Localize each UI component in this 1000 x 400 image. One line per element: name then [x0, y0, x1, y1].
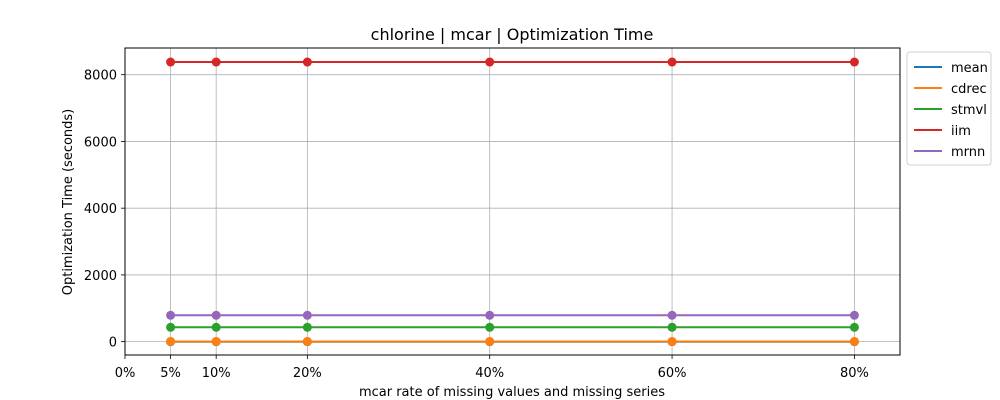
x-tick-label: 10%	[202, 366, 231, 381]
y-tick-label: 4000	[84, 202, 117, 217]
plot-frame	[124, 47, 901, 356]
legend: mean cdrec stmvl iim mrnn	[906, 51, 992, 166]
legend-entry-mrnn: mrnn	[914, 145, 985, 160]
legend-entry-cdrec: cdrec	[914, 82, 987, 97]
data-point-iim	[667, 57, 677, 67]
x-axis-label: mcar rate of missing values and missing …	[359, 385, 665, 400]
data-point-stmvl	[849, 322, 859, 332]
legend-entry-iim: iim	[914, 124, 971, 139]
grid	[124, 48, 900, 355]
data-point-mrnn	[302, 310, 312, 320]
x-tick-label: 80%	[840, 366, 869, 381]
data-point-stmvl	[667, 322, 677, 332]
data-point-stmvl	[166, 322, 176, 332]
series-layer	[166, 57, 859, 347]
legend-entry-stmvl: stmvl	[914, 103, 987, 118]
data-point-stmvl	[211, 322, 221, 332]
data-point-cdrec	[849, 336, 859, 346]
y-tick-label: 8000	[84, 69, 117, 84]
x-axis-ticks: 0% 5% 10% 20% 40% 60% 80%	[115, 355, 869, 381]
x-tick-label: 20%	[293, 366, 322, 381]
data-point-cdrec	[302, 336, 312, 346]
legend-entry-mean: mean	[914, 61, 988, 76]
y-axis-label: Optimization Time (seconds)	[61, 109, 76, 296]
y-tick-label: 2000	[84, 269, 117, 284]
data-point-mrnn	[667, 310, 677, 320]
data-point-stmvl	[302, 322, 312, 332]
data-point-cdrec	[485, 336, 495, 346]
data-point-iim	[211, 57, 221, 67]
data-point-mrnn	[211, 310, 221, 320]
data-point-cdrec	[667, 336, 677, 346]
data-point-iim	[302, 57, 312, 67]
legend-label: mrnn	[951, 145, 985, 160]
legend-box	[906, 51, 992, 166]
legend-label: cdrec	[951, 82, 987, 97]
data-point-cdrec	[166, 336, 176, 346]
x-tick-label: 0%	[115, 366, 136, 381]
series-mrnn	[166, 310, 859, 320]
data-point-mrnn	[849, 310, 859, 320]
data-point-iim	[166, 57, 176, 67]
data-point-cdrec	[211, 336, 221, 346]
y-axis-ticks: 0 2000 4000 6000 8000	[84, 69, 125, 351]
data-point-stmvl	[485, 322, 495, 332]
data-point-mrnn	[166, 310, 176, 320]
data-point-iim	[849, 57, 859, 67]
legend-label: iim	[951, 124, 971, 139]
y-tick-label: 0	[109, 336, 117, 351]
legend-label: mean	[951, 61, 988, 76]
x-tick-label: 60%	[658, 366, 687, 381]
data-point-iim	[485, 57, 495, 67]
series-iim	[166, 57, 859, 67]
legend-label: stmvl	[951, 103, 987, 118]
data-point-mrnn	[485, 310, 495, 320]
x-tick-label: 40%	[475, 366, 504, 381]
y-tick-label: 6000	[84, 135, 117, 150]
chart-title: chlorine | mcar | Optimization Time	[371, 25, 654, 44]
x-tick-label: 5%	[160, 366, 181, 381]
series-stmvl	[166, 322, 859, 332]
series-cdrec	[166, 336, 859, 346]
